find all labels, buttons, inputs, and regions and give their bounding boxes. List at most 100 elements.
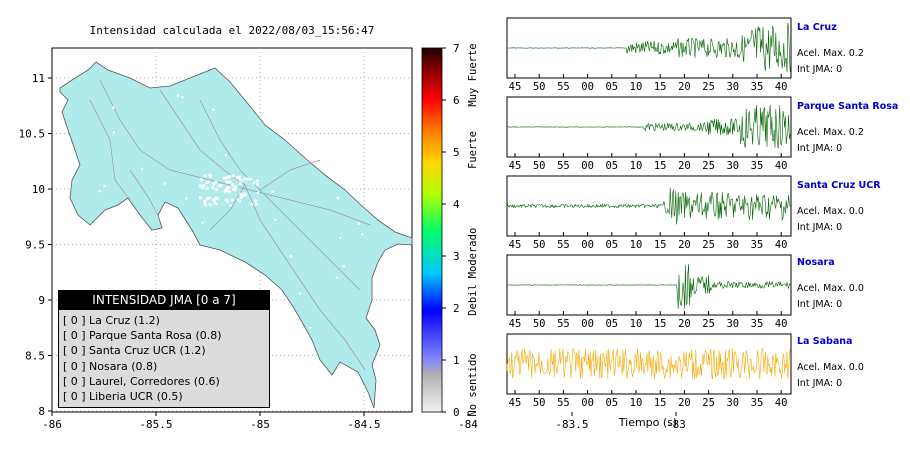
map-station-dot bbox=[203, 203, 207, 207]
map-station-dot bbox=[225, 176, 229, 180]
legend-item-name: Laurel, Corredores (0.6) bbox=[89, 374, 220, 388]
waveform-tick-label: 40 bbox=[775, 318, 788, 330]
waveform-tick-label: 15 bbox=[654, 397, 667, 409]
legend-item: [ 0 ] Laurel, Corredores (0.6) bbox=[63, 374, 222, 389]
station-info-nosara: Nosara Acel. Max. 0.0 Int JMA: 0 bbox=[797, 257, 864, 313]
waveform-tick-label: 05 bbox=[605, 318, 618, 330]
legend-list: [ 0 ] La Cruz (1.2) [ 0 ] Parque Santa Ros… bbox=[63, 313, 222, 404]
station-int: Int JMA: 0 bbox=[797, 378, 843, 389]
waveform-tick-label: 00 bbox=[581, 318, 594, 330]
waveform-tick-label: 35 bbox=[751, 81, 764, 93]
map-tick-label-y: 10 bbox=[32, 183, 45, 196]
station-accel: Acel. Max. 0.0 bbox=[797, 362, 864, 373]
waveform-tick-label: 25 bbox=[702, 318, 715, 330]
map-station-dot bbox=[111, 106, 115, 110]
map-station-dot bbox=[231, 183, 235, 187]
waveform-tick-label: 10 bbox=[630, 160, 643, 172]
map-station-dot bbox=[229, 204, 232, 207]
map-tick-label-y: 8 bbox=[38, 405, 45, 418]
waveform-tick-label: 45 bbox=[509, 81, 522, 93]
legend-item-name: La Cruz (1.2) bbox=[89, 314, 160, 327]
waveform-tick-label: 10 bbox=[630, 81, 643, 93]
waveform-tick-label: 10 bbox=[630, 318, 643, 330]
waveform-tick-label: 25 bbox=[702, 160, 715, 172]
map-tick-label-y: 9 bbox=[38, 294, 45, 307]
map-station-dot bbox=[211, 186, 215, 190]
map-station-dot bbox=[339, 236, 342, 240]
station-accel: Acel. Max. 0.2 bbox=[797, 127, 864, 138]
legend-item: [ 0 ] Santa Cruz UCR (1.2) bbox=[63, 343, 222, 358]
legend-item-level: [ 0 ] bbox=[63, 359, 86, 373]
waveform-tick-label: 45 bbox=[509, 239, 522, 251]
road-network bbox=[89, 79, 371, 371]
map-tick-label-x: -83 bbox=[666, 418, 686, 431]
waveform-tick-label: 35 bbox=[751, 160, 764, 172]
waveform-tick-label: 10 bbox=[630, 397, 643, 409]
map-station-dot bbox=[242, 177, 247, 181]
colorbar-label-debil: Debil bbox=[467, 284, 479, 316]
map-station-dot bbox=[254, 202, 258, 206]
waveform-tick-label: 00 bbox=[581, 239, 594, 251]
waveform-xlabel: Tiempo (s) bbox=[618, 416, 677, 429]
waveform-tick-label: 40 bbox=[775, 160, 788, 172]
map-station-dot bbox=[212, 198, 216, 202]
map-station-dot bbox=[208, 173, 212, 177]
map-tick-label-x: -85 bbox=[250, 418, 270, 431]
waveform-tick-label: 35 bbox=[751, 397, 764, 409]
station-info-la-sabana: La Sabana Acel. Max. 0.0 Int JMA: 0 bbox=[797, 336, 864, 392]
map-tick-label-x: -86 bbox=[42, 418, 62, 431]
waveform-tick-label: 40 bbox=[775, 397, 788, 409]
station-info-parque-santa-rosa: Parque Santa Rosa Acel. Max. 0.2 Int JMA… bbox=[797, 101, 898, 157]
map-station-dot bbox=[255, 179, 259, 183]
waveform-tick-label: 05 bbox=[605, 239, 618, 251]
map-station-dot bbox=[217, 184, 222, 188]
station-int: Int JMA: 0 bbox=[797, 64, 843, 75]
waveform-panel: 45 50 55 00 05 10 15 20 25 30 35 40 bbox=[506, 17, 792, 93]
map-tick-label-y: 9.5 bbox=[25, 239, 45, 252]
map-station-dot bbox=[211, 108, 215, 111]
colorbar-tick-label: 4 bbox=[453, 198, 460, 211]
map-station-dot bbox=[271, 190, 274, 194]
station-name: La Cruz bbox=[797, 22, 837, 33]
colorbar-label-no-sentido: No sentido bbox=[467, 353, 479, 416]
map-station-dot bbox=[289, 254, 293, 258]
map-station-dot bbox=[243, 192, 247, 196]
map-station-dot bbox=[96, 244, 100, 248]
legend-item-level: [ 0 ] bbox=[63, 374, 86, 388]
map-station-dot bbox=[248, 177, 253, 181]
map-station-dot bbox=[238, 181, 242, 186]
waveform-tick-label: 45 bbox=[509, 160, 522, 172]
waveform-tick-label: 35 bbox=[751, 239, 764, 251]
map-station-dot bbox=[153, 281, 157, 284]
map-station-dot bbox=[273, 128, 276, 132]
map-station-dot bbox=[336, 196, 340, 200]
map-station-dot bbox=[201, 221, 204, 224]
legend-item: [ 0 ] Nosara (0.8) bbox=[63, 359, 222, 374]
waveform-tick-label: 15 bbox=[654, 239, 667, 251]
intensity-legend: INTENSIDAD JMA [0 a 7] [ 0 ] La Cruz (1.2… bbox=[58, 290, 270, 408]
map-tick-label-x: -84 bbox=[458, 418, 478, 431]
map-station-dot bbox=[202, 184, 206, 188]
map-title: Intensidad calculada el 2022/08/03_15:56… bbox=[90, 24, 375, 37]
map-station-dot bbox=[278, 132, 281, 136]
map-station-dot bbox=[140, 259, 143, 263]
waveform-tick-label: 55 bbox=[557, 160, 570, 172]
map-station-dot bbox=[112, 131, 116, 134]
map-station-dot bbox=[240, 194, 245, 198]
waveform-tick-label: 10 bbox=[630, 239, 643, 251]
legend-item-level: [ 0 ] bbox=[63, 389, 86, 403]
waveform-tick-label: 20 bbox=[678, 81, 691, 93]
station-accel: Acel. Max. 0.2 bbox=[797, 48, 864, 59]
map-station-dot bbox=[215, 280, 218, 284]
map-station-dot bbox=[205, 186, 209, 190]
map-station-dot bbox=[335, 276, 339, 279]
waveform-tick-label: 30 bbox=[726, 318, 739, 330]
station-int: Int JMA: 0 bbox=[797, 299, 843, 310]
map-station-dot bbox=[144, 225, 148, 229]
waveform-tick-label: 30 bbox=[726, 397, 739, 409]
map-station-dot bbox=[140, 167, 144, 171]
map-station-dot bbox=[228, 174, 232, 179]
waveform-tick-label: 30 bbox=[726, 160, 739, 172]
map-station-dot bbox=[361, 232, 364, 236]
